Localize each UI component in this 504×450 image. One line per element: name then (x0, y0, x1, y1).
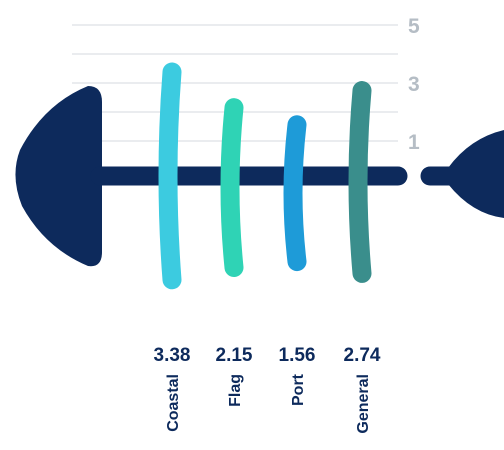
bone-bar-port (283, 115, 307, 272)
category-label: Flag (227, 374, 244, 407)
fish-tail (448, 130, 504, 218)
value-label: 2.74 (344, 345, 381, 366)
y-tick-label: 5 (408, 15, 420, 38)
y-axis-ticks: 1 3 5 (408, 15, 420, 154)
gridlines (72, 24, 398, 142)
y-tick-label: 3 (408, 73, 420, 96)
bone-bar-coastal (158, 62, 182, 290)
value-label: 1.56 (279, 345, 316, 366)
bones (158, 62, 372, 290)
value-labels: 3.38 2.15 1.56 2.74 (154, 345, 381, 366)
category-label: Port (290, 373, 307, 406)
category-label: Coastal (165, 374, 182, 432)
fish-head (15, 86, 103, 267)
value-label: 2.15 (216, 345, 253, 366)
value-label: 3.38 (154, 345, 191, 366)
category-labels: Coastal Flag Port General (165, 373, 372, 433)
category-label: General (355, 374, 372, 434)
bone-bar-general (348, 81, 372, 283)
bone-bar-flag (220, 98, 244, 277)
y-tick-label: 1 (408, 131, 420, 154)
